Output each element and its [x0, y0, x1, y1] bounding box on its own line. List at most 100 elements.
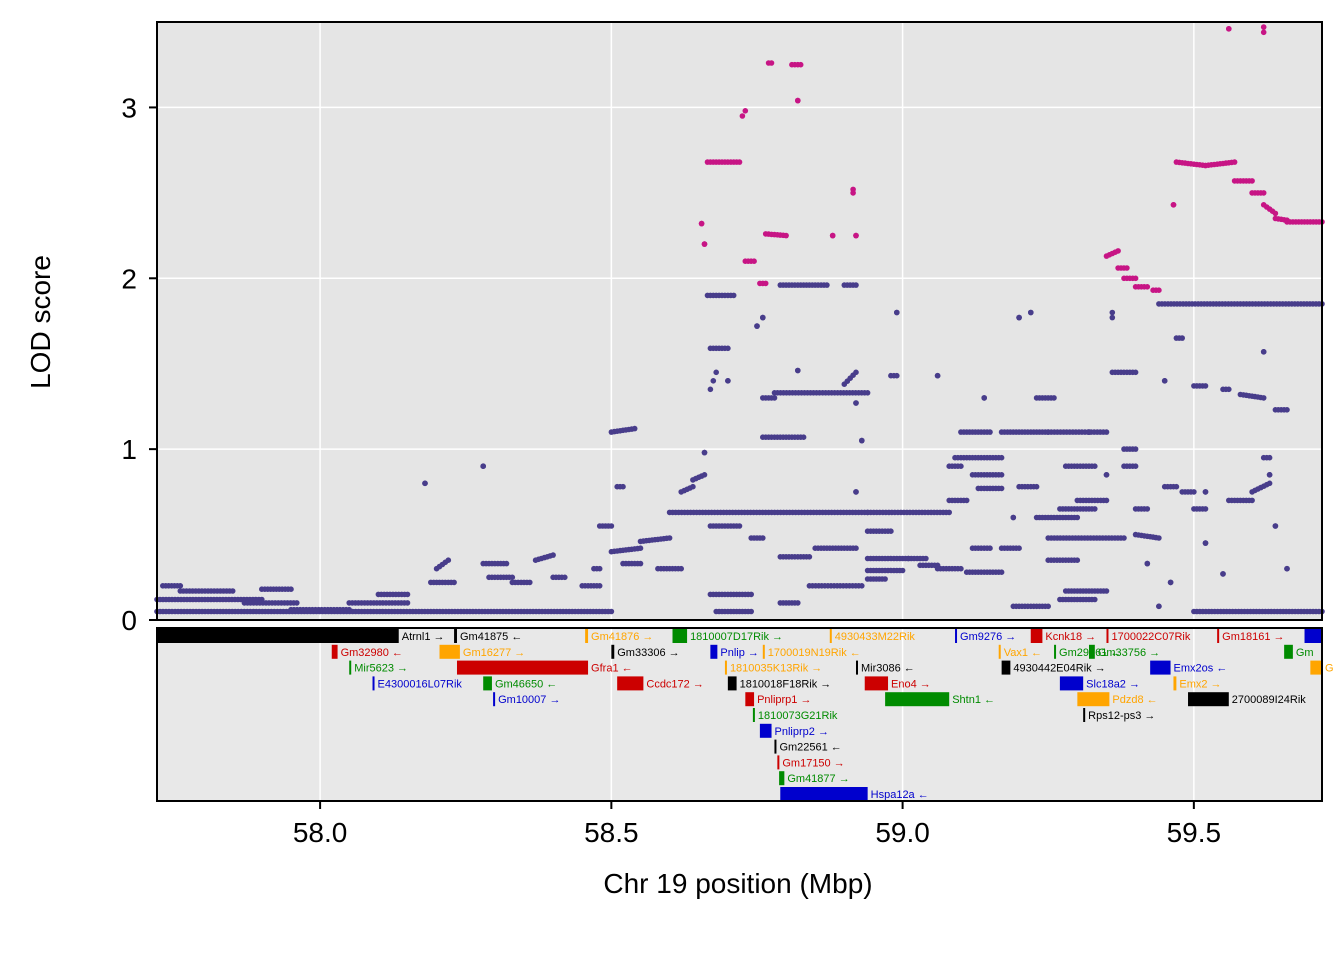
gene-bar [454, 629, 457, 643]
gene-bar [1077, 692, 1110, 707]
gene-label: Gm22561 ← [779, 742, 841, 754]
lod-point [1226, 26, 1232, 32]
lod-series [154, 282, 1325, 615]
lod-point [1202, 489, 1209, 495]
gene-label: Eno4 → [891, 678, 931, 690]
lod-point [923, 555, 929, 562]
gene-bar [724, 660, 727, 675]
lod-point [707, 386, 714, 393]
lod-point [859, 583, 865, 589]
lod-point [1086, 429, 1092, 435]
lod-point [946, 509, 952, 516]
x-tick-label: 59.5 [1167, 817, 1222, 848]
gene-bar [1059, 676, 1084, 691]
lod-point [768, 60, 775, 66]
gene-label: Emx2os ← [1174, 663, 1228, 675]
gene-label: Shtn1 ← [952, 694, 995, 706]
lod-point [1010, 514, 1017, 521]
lod-point [1132, 275, 1139, 282]
gene-bar [774, 739, 777, 754]
gene-label: 2700089I24Rik [1232, 694, 1307, 706]
lod-point [404, 591, 411, 598]
lod-point [1103, 497, 1110, 504]
lod-point [509, 574, 516, 581]
lod-point [698, 220, 705, 227]
lod-point [963, 497, 970, 504]
x-tick-label: 58.0 [293, 817, 348, 848]
gene-bar [727, 676, 737, 691]
lod-point [987, 429, 993, 435]
gene-label: 1810007D17Rik → [690, 631, 783, 643]
lod-point [701, 241, 708, 247]
lod-point [934, 372, 941, 379]
gene-track: Atrnl1 → Gm41875 ← Gm41876 → 1810007D17Rik … [157, 629, 1334, 801]
lod-point [1144, 560, 1151, 567]
gene-bar [617, 676, 644, 691]
lod-point [899, 567, 906, 574]
lod-point [859, 437, 865, 444]
gene-bar [1310, 660, 1322, 675]
lod-point [562, 574, 568, 581]
lod-point [1191, 489, 1197, 495]
lod-point [1092, 463, 1098, 470]
lod-point [981, 395, 987, 401]
lod-point [1074, 557, 1081, 563]
x-axis: 58.0 58.5 59.0 59.5 [293, 801, 1221, 848]
gene-bar [829, 629, 832, 643]
gene-label: Mir3086 ← [861, 663, 915, 675]
lod-point [1167, 579, 1174, 586]
gene-label: Pnlip → [720, 647, 759, 659]
lod-point [1109, 314, 1116, 321]
lod-point [1109, 309, 1116, 316]
gene-label: Gm32980 ← [341, 647, 403, 659]
gene-bar [1173, 676, 1177, 691]
lod-point [713, 369, 719, 376]
lod-point [445, 557, 452, 563]
gene-label: 1700019N19Rik ← [768, 647, 861, 659]
lod-point [1249, 178, 1255, 184]
lod-point [288, 586, 294, 592]
gene-bar [779, 771, 785, 786]
lod-point [1266, 454, 1273, 461]
gene-bar [1030, 629, 1043, 643]
lod-point [701, 472, 708, 478]
lod-points [154, 24, 1325, 615]
gene-bar [157, 629, 399, 643]
lod-point [829, 232, 836, 239]
lod-point [797, 61, 804, 68]
gene-bar [672, 629, 688, 643]
gene-panel-border [156, 627, 1323, 802]
gene-bar [856, 660, 858, 675]
lod-point [1156, 287, 1162, 294]
lod-point [608, 608, 615, 615]
lod-point [1284, 565, 1290, 572]
lod-point [1045, 603, 1051, 610]
lod-point [1156, 603, 1162, 610]
gene-bar [710, 644, 718, 659]
gene-label: 4930433M22Rik [835, 631, 916, 643]
gene-label: Emx2 → [1179, 678, 1221, 690]
lod-point [1202, 383, 1209, 389]
gene-bar [1284, 644, 1293, 659]
lod-point [1202, 506, 1209, 512]
lod-point [1170, 202, 1177, 208]
lod-series [698, 24, 1325, 294]
lod-point [762, 280, 769, 287]
lod-point [1028, 309, 1034, 316]
gene-label: Gm9276 → [960, 631, 1016, 643]
lod-point [637, 545, 644, 551]
gene-bar [762, 644, 765, 659]
lod-point [998, 472, 1005, 478]
gene-label: Gm41876 → [591, 631, 653, 643]
y-tick-label: 1 [121, 434, 137, 465]
gene-label: Pdzd8 ← [1112, 694, 1157, 706]
lod-point [1226, 386, 1232, 393]
gene-label: Gm [1296, 647, 1314, 659]
gene-label: Gfra1 ← [591, 663, 633, 675]
gene-label: Rps12-ps3 → [1088, 710, 1155, 722]
gene-bar [1106, 629, 1109, 643]
lod-point [1016, 314, 1022, 321]
gene-bar [777, 755, 780, 770]
gene-label: 1810035K13Rik → [730, 663, 822, 675]
gene-label: Pnliprp2 → [775, 726, 829, 738]
